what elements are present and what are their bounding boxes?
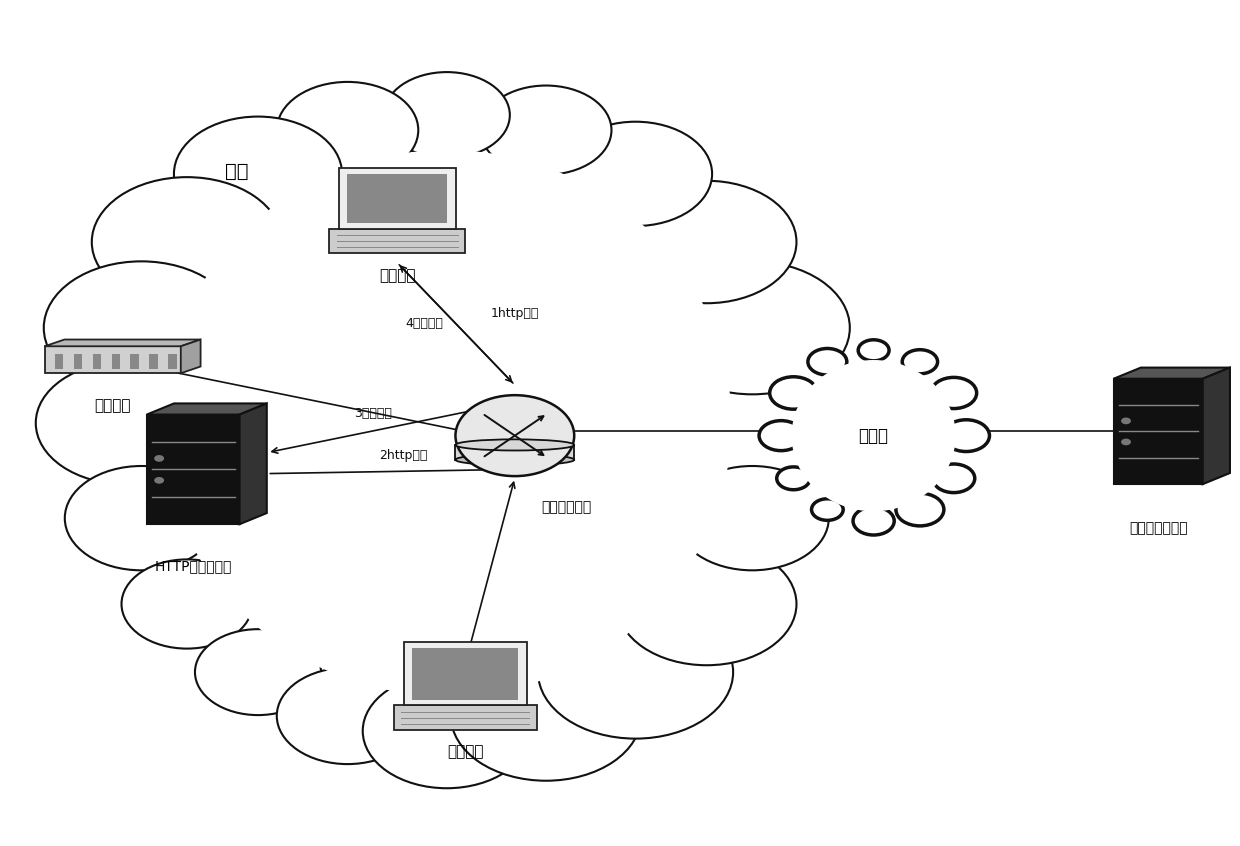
Polygon shape bbox=[1203, 368, 1230, 484]
Bar bbox=[130, 354, 139, 369]
Bar bbox=[169, 354, 177, 369]
FancyBboxPatch shape bbox=[347, 174, 448, 223]
Circle shape bbox=[64, 466, 218, 570]
FancyBboxPatch shape bbox=[330, 229, 465, 253]
Ellipse shape bbox=[162, 150, 732, 696]
Ellipse shape bbox=[455, 439, 574, 450]
Circle shape bbox=[451, 651, 641, 781]
Circle shape bbox=[776, 467, 810, 490]
Polygon shape bbox=[181, 339, 201, 373]
Bar bbox=[455, 445, 574, 459]
Circle shape bbox=[616, 181, 796, 303]
Text: 互联网: 互联网 bbox=[858, 426, 889, 445]
Circle shape bbox=[770, 376, 817, 409]
Circle shape bbox=[174, 117, 342, 231]
Circle shape bbox=[154, 477, 164, 484]
Circle shape bbox=[931, 377, 977, 409]
Polygon shape bbox=[45, 339, 201, 346]
Circle shape bbox=[811, 499, 843, 520]
Ellipse shape bbox=[455, 454, 574, 465]
Text: 2http请求: 2http请求 bbox=[379, 448, 428, 462]
Circle shape bbox=[932, 464, 975, 492]
Bar bbox=[73, 354, 82, 369]
Bar bbox=[150, 354, 159, 369]
Bar bbox=[93, 354, 102, 369]
Polygon shape bbox=[146, 404, 267, 415]
Circle shape bbox=[897, 493, 944, 526]
Circle shape bbox=[616, 543, 796, 665]
Circle shape bbox=[43, 261, 239, 394]
Circle shape bbox=[92, 177, 283, 307]
FancyBboxPatch shape bbox=[146, 415, 239, 525]
Ellipse shape bbox=[791, 360, 956, 511]
Circle shape bbox=[655, 261, 849, 394]
Text: 内网: 内网 bbox=[224, 162, 248, 180]
Text: 1http请求: 1http请求 bbox=[491, 307, 539, 320]
Circle shape bbox=[942, 420, 990, 452]
Circle shape bbox=[853, 507, 894, 535]
Circle shape bbox=[122, 559, 253, 649]
FancyBboxPatch shape bbox=[1114, 379, 1203, 484]
Circle shape bbox=[481, 85, 611, 175]
Circle shape bbox=[903, 349, 937, 374]
Bar bbox=[112, 354, 120, 369]
Text: 3响应流量: 3响应流量 bbox=[353, 407, 392, 420]
Circle shape bbox=[277, 82, 418, 179]
Circle shape bbox=[195, 629, 321, 715]
Ellipse shape bbox=[784, 354, 963, 518]
Text: 第二主机: 第二主机 bbox=[448, 744, 484, 760]
Text: 第一主机: 第一主机 bbox=[379, 268, 415, 283]
Circle shape bbox=[1121, 418, 1131, 424]
Text: 4响应流量: 4响应流量 bbox=[405, 317, 444, 330]
Polygon shape bbox=[1114, 368, 1230, 379]
FancyBboxPatch shape bbox=[394, 706, 537, 730]
FancyBboxPatch shape bbox=[45, 346, 181, 373]
Text: 内网核心设备: 内网核心设备 bbox=[542, 500, 591, 514]
Circle shape bbox=[808, 349, 847, 375]
Circle shape bbox=[154, 455, 164, 462]
Text: 外网监听服务器: 外网监听服务器 bbox=[1128, 521, 1188, 536]
Polygon shape bbox=[239, 404, 267, 525]
Circle shape bbox=[36, 362, 216, 484]
Circle shape bbox=[1121, 438, 1131, 445]
Circle shape bbox=[363, 673, 531, 788]
FancyBboxPatch shape bbox=[413, 648, 518, 700]
Circle shape bbox=[673, 358, 863, 488]
Circle shape bbox=[538, 606, 733, 739]
Circle shape bbox=[277, 667, 418, 764]
Text: 探针设备: 探针设备 bbox=[94, 398, 131, 414]
FancyBboxPatch shape bbox=[339, 168, 456, 229]
Bar bbox=[55, 354, 63, 369]
Circle shape bbox=[455, 395, 574, 476]
Circle shape bbox=[858, 340, 889, 361]
Text: HTTP业务服务器: HTTP业务服务器 bbox=[155, 559, 232, 574]
Ellipse shape bbox=[136, 125, 758, 721]
Circle shape bbox=[676, 466, 828, 570]
Circle shape bbox=[383, 72, 510, 158]
Circle shape bbox=[559, 122, 712, 226]
FancyBboxPatch shape bbox=[404, 642, 527, 706]
Circle shape bbox=[759, 420, 804, 451]
